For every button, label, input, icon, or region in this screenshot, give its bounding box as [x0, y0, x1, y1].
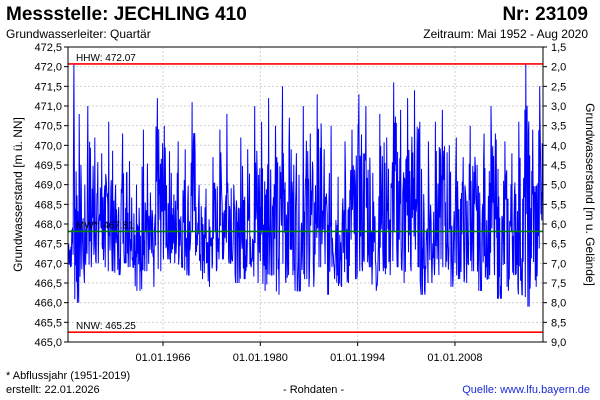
- y-tick-label: 466,0: [34, 298, 62, 310]
- y-tick-label: 471,5: [34, 81, 62, 93]
- reference-label: NNW: 465.25: [76, 321, 136, 332]
- period-label: Zeitraum: Mai 1952 - Aug 2020: [423, 27, 588, 41]
- station-title: Messstelle: JECHLING 410: [6, 4, 247, 25]
- y-tick-label: 469,5: [34, 160, 62, 172]
- y-tick-label: 472,0: [34, 62, 62, 74]
- reference-label: HHW: 472.07: [76, 53, 136, 64]
- created-date: erstellt: 22.01.2026: [6, 384, 100, 396]
- plot-frame: [67, 46, 544, 343]
- aquifer-label: Grundwasserleiter: Quartär: [6, 27, 151, 41]
- chart-series: [67, 63, 544, 307]
- y-right-tick-label: 7,0: [551, 258, 566, 270]
- y-right-tick-label: 5,5: [551, 199, 566, 211]
- y-right-tick-label: 3,0: [551, 101, 566, 113]
- y-right-tick-label: 2,0: [551, 62, 566, 74]
- y-right-axis-title: Grundwasserstand [m u. Gelände]: [583, 103, 597, 286]
- y-right-tick-label: 7,5: [551, 278, 566, 290]
- y-tick-label: 466,5: [34, 278, 62, 290]
- footnote: * Abflussjahr (1951-2019): [6, 370, 131, 382]
- y-tick-label: 468,0: [34, 219, 62, 231]
- y-tick-label: 470,5: [34, 121, 62, 133]
- y-right-tick-label: 1,5: [551, 42, 566, 54]
- station-number: Nr: 23109: [502, 4, 588, 25]
- y-axis-title: Grundwasserstand [m ü. NN]: [11, 117, 25, 272]
- y-tick-label: 470,0: [34, 140, 62, 152]
- reference-lines: HHW: 472.07 MW*: 467.81 NNW: 465.25: [68, 53, 543, 333]
- x-tick-label: 01.01.1994: [330, 352, 385, 364]
- y-right-tick-label: 6,5: [551, 239, 566, 251]
- y-right-tick-label: 2,5: [551, 81, 566, 93]
- reference-label: MW*: 467.81: [76, 220, 134, 231]
- x-tick-label: 01.01.1980: [233, 352, 288, 364]
- y-tick-label: 465,0: [34, 337, 62, 349]
- y-right-tick-label: 9,0: [551, 337, 566, 349]
- chart-axes: 472,5 1,5 472,0 2,0 471,5 2,5 471,0 3,0 470,5 3,5…: [11, 42, 597, 364]
- y-right-tick-label: 8,5: [551, 317, 566, 329]
- x-tick-label: 01.01.1966: [135, 352, 190, 364]
- y-right-tick-label: 3,5: [551, 121, 566, 133]
- y-tick-label: 467,5: [34, 239, 62, 251]
- series-line: [67, 63, 544, 307]
- y-tick-label: 469,0: [34, 180, 62, 192]
- y-tick-label: 467,0: [34, 258, 62, 270]
- source-link[interactable]: Quelle: www.lfu.bayern.de: [462, 384, 590, 396]
- y-right-tick-label: 4,0: [551, 140, 566, 152]
- y-tick-label: 468,5: [34, 199, 62, 211]
- y-right-tick-label: 4,5: [551, 160, 566, 172]
- y-right-tick-label: 8,0: [551, 298, 566, 310]
- x-tick-label: 01.01.2008: [427, 352, 482, 364]
- y-tick-label: 472,5: [34, 42, 62, 54]
- y-right-tick-label: 6,0: [551, 219, 566, 231]
- y-tick-label: 471,0: [34, 101, 62, 113]
- y-right-tick-label: 5,0: [551, 180, 566, 192]
- y-tick-label: 465,5: [34, 317, 62, 329]
- raw-data-label: - Rohdaten -: [283, 384, 345, 396]
